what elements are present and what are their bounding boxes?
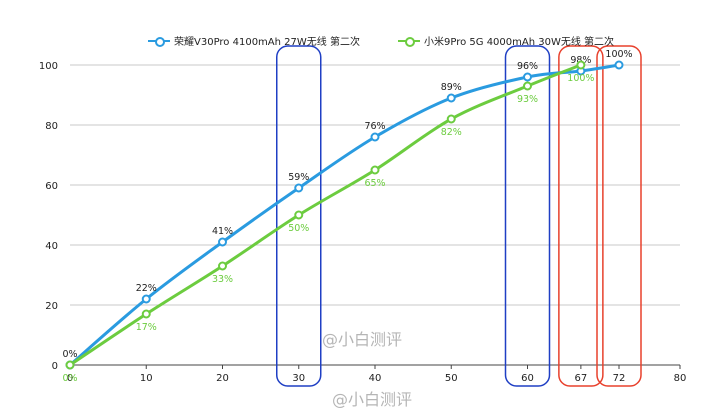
x-tick-label: 50 bbox=[445, 373, 458, 384]
watermark-text: @小白测评 bbox=[322, 330, 403, 349]
data-label-1: 33% bbox=[212, 274, 233, 285]
data-point-0 bbox=[370, 132, 380, 142]
data-point-0 bbox=[141, 294, 151, 304]
data-label-0: 22% bbox=[136, 283, 157, 294]
x-tick-label: 72 bbox=[613, 373, 626, 384]
data-point-0 bbox=[446, 93, 456, 103]
highlight-box bbox=[558, 45, 604, 387]
data-label-1: 17% bbox=[136, 322, 157, 333]
data-label-0: 89% bbox=[441, 82, 462, 93]
y-tick-label: 100 bbox=[39, 61, 58, 72]
legend-item-honor: 荣耀V30Pro 4100mAh 27W无线 第二次 bbox=[148, 33, 360, 48]
data-label-1: 93% bbox=[517, 94, 538, 105]
watermark-logo-text: @小白测评 bbox=[332, 390, 413, 409]
data-point-1 bbox=[294, 210, 304, 220]
x-tick-label: 0 bbox=[67, 373, 73, 384]
legend-item-xiaomi: 小米9Pro 5G 4000mAh 30W无线 第二次 bbox=[398, 33, 614, 48]
data-label-1: 50% bbox=[288, 223, 309, 234]
data-point-0 bbox=[614, 60, 624, 70]
data-label-1: 82% bbox=[441, 127, 462, 138]
legend-swatch-icon bbox=[148, 36, 170, 47]
data-point-1 bbox=[370, 165, 380, 175]
data-point-1 bbox=[65, 360, 75, 370]
x-tick-label: 10 bbox=[140, 373, 153, 384]
data-label-0: 0% bbox=[62, 349, 77, 360]
data-point-1 bbox=[446, 114, 456, 124]
highlight-box bbox=[504, 45, 551, 387]
x-tick-label: 20 bbox=[216, 373, 229, 384]
data-label-0: 100% bbox=[605, 49, 632, 60]
y-tick-label: 20 bbox=[45, 301, 58, 312]
data-label-0: 59% bbox=[288, 172, 309, 183]
x-tick-label: 80 bbox=[674, 373, 687, 384]
data-label-0: 76% bbox=[364, 121, 385, 132]
data-point-1 bbox=[576, 60, 586, 70]
highlight-box bbox=[276, 45, 322, 387]
data-label-1: 65% bbox=[364, 178, 385, 189]
y-tick-label: 40 bbox=[45, 241, 58, 252]
data-label-0: 41% bbox=[212, 226, 233, 237]
y-tick-label: 80 bbox=[45, 121, 58, 132]
legend-label-xiaomi: 小米9Pro 5G 4000mAh 30W无线 第二次 bbox=[424, 37, 615, 48]
series-line-0 bbox=[68, 63, 621, 367]
data-point-0 bbox=[523, 72, 532, 82]
data-point-1 bbox=[141, 309, 151, 319]
data-point-1 bbox=[523, 81, 532, 91]
data-point-0 bbox=[294, 183, 304, 193]
x-tick-label: 60 bbox=[521, 373, 534, 384]
highlight-box bbox=[596, 45, 642, 387]
y-tick-label: 0 bbox=[52, 361, 58, 372]
series-line-1 bbox=[68, 63, 583, 367]
data-label-1: 0% bbox=[62, 373, 77, 384]
data-point-0 bbox=[218, 237, 227, 247]
data-label-1: 100% bbox=[567, 73, 594, 84]
data-label-0: 96% bbox=[517, 61, 538, 72]
data-point-1 bbox=[218, 261, 227, 271]
y-tick-label: 60 bbox=[45, 181, 58, 192]
legend-swatch-icon bbox=[398, 36, 420, 47]
x-tick-label: 30 bbox=[292, 373, 305, 384]
x-tick-label: 40 bbox=[369, 373, 382, 384]
legend-label-honor: 荣耀V30Pro 4100mAh 27W无线 第二次 bbox=[174, 37, 360, 48]
x-tick-label: 67 bbox=[575, 373, 588, 384]
